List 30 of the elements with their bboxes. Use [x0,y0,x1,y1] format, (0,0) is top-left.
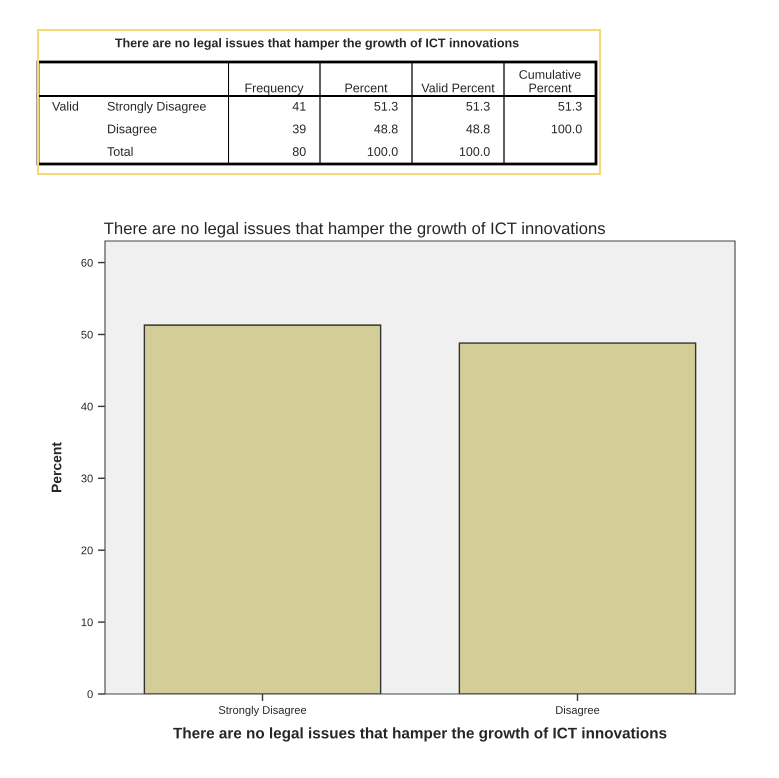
data-label: 100.0 [368,147,398,156]
y-tick-label: 20 [81,546,93,554]
y-tick-label: Disagree [108,124,156,136]
chart-title: There are no legal issues that hamper the growth of ICT innovations [104,222,605,238]
data-label: 51.3 [374,102,398,111]
y-tick-label: 0 [87,690,93,698]
y-tick-label: 30 [81,474,93,482]
data-label: 39 [292,124,306,134]
x-axis-title: There are no legal issues that hamper the growth of ICT innovations [173,727,666,742]
data-label: 100.0 [460,147,490,156]
data-label: 51.3 [558,102,582,111]
data-label: 48.8 [374,124,398,134]
data-label: 51.3 [466,102,490,111]
data-label: 100.0 [552,124,582,134]
x-tick-label: Cumulative Percent [519,70,581,92]
data-label: 41 [292,102,306,111]
y-axis-title: Percent [52,442,62,492]
x-tick-label: Frequency [246,84,304,95]
data-label: 48.8 [466,124,490,134]
text: Valid [52,102,78,111]
y-tick-label: 10 [82,618,93,626]
y-tick-label: Strongly Disagree [108,102,206,114]
data-label: 80 [292,147,306,156]
y-tick-label: Total [107,146,133,156]
y-tick-label: 60 [81,258,93,267]
x-tick-label: Percent [345,84,388,92]
chart-title: There are no legal issues that hamper the growth of ICT innovations [115,38,519,50]
y-tick-label: 50 [81,330,93,339]
x-tick-label: Valid Percent [421,83,495,92]
y-tick-label: 40 [81,402,93,411]
